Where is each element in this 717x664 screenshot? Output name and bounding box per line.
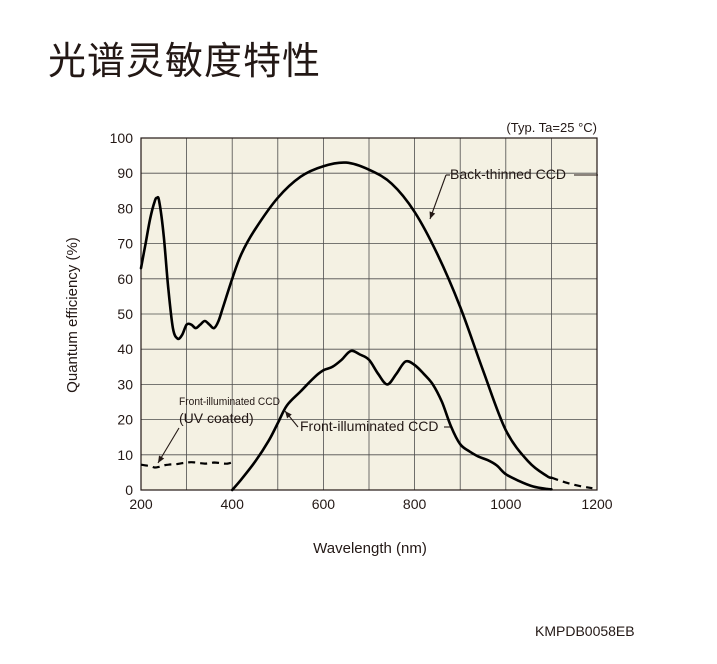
series-line-3 [140,461,233,469]
x-tick-label: 1200 [581,496,612,512]
leader-front-illuminated-head [285,411,292,419]
leader-back-thinned-head [429,211,436,219]
y-tick-label: 20 [117,412,133,428]
plot-frame [140,137,598,491]
y-tick-label: 80 [117,200,133,216]
y-tick-label: 10 [117,447,133,463]
page-title: 光谱灵敏度特性 [48,39,322,83]
leader-back-thinned [429,174,447,220]
x-tick-label: 800 [403,496,427,512]
x-tick-label: 600 [312,496,336,512]
x-tick-label: 1000 [490,496,521,512]
y-tick-label: 30 [117,376,133,392]
document-code: KMPDB0058EB [535,623,635,639]
y-tick-label: 40 [117,341,133,357]
x-tick-label: 400 [221,496,245,512]
y-tick-label: 60 [117,271,133,287]
series-line-2 [230,349,553,492]
condition-note: (Typ. Ta=25 °C) [506,120,597,135]
series-line-1 [551,476,593,490]
annotation-back-thinned-ccd: Back-thinned CCD [450,166,566,182]
x-tick-label: 200 [129,496,153,512]
series-layer [139,161,593,492]
y-tick-label: 90 [117,165,133,181]
leader-front-uv-head [158,455,165,463]
x-axis-label: Wavelength (nm) [313,540,427,557]
y-tick-label: 100 [110,130,134,146]
x-tick-labels: 200 400 600 800 1000 1200 [129,496,612,512]
y-tick-label: 70 [117,236,133,252]
series-line-0 [139,161,553,480]
annotation-front-uv-line1: Front-illuminated CCD [179,396,280,408]
annotation-front-uv-line2: (UV coated) [179,410,254,426]
y-axis-label: Quantum efficiency (%) [64,237,81,393]
annotation-leaders [157,174,598,464]
annotation-front-illuminated-ccd: Front-illuminated CCD [300,418,438,434]
y-tick-labels: 0 10 20 30 40 50 60 70 80 90 100 [110,130,134,498]
y-tick-label: 50 [117,306,133,322]
y-tick-label: 0 [125,482,133,498]
